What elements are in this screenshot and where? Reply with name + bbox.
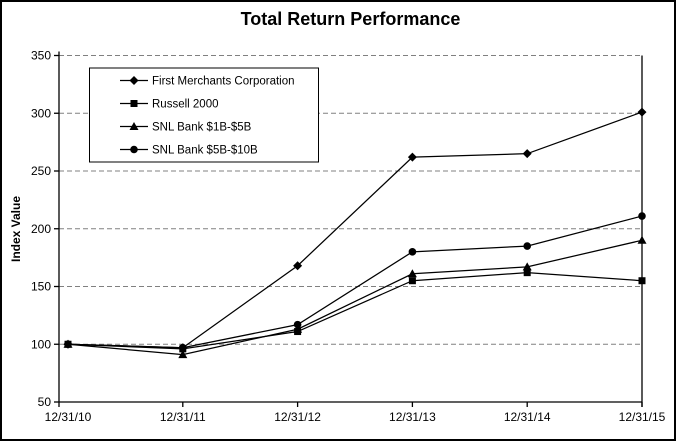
data-point-marker-diamond [637,107,647,117]
data-point-marker-square [408,277,416,285]
data-point-marker-circle [179,343,187,352]
series-line-3 [67,215,643,349]
legend-square-icon [130,100,138,107]
data-point-marker-diamond [522,149,532,159]
y-tick-label: 50 [38,395,52,409]
y-tick-label: 350 [31,49,51,63]
data-point-marker-diamond [293,261,303,271]
data-point-marker-triangle [178,350,188,359]
y-tick-label: 250 [31,164,51,178]
x-tick-label: 12/31/10 [45,410,92,424]
data-point-marker-triangle [293,324,303,333]
y-tick-label: 300 [31,106,51,120]
data-point-marker-square [638,277,646,285]
data-point-marker-circle [408,248,417,256]
x-tick-label: 12/31/15 [619,410,666,424]
legend-diamond-icon [129,76,139,85]
data-point-marker-circle [638,212,646,220]
legend-label: SNL Bank $5B-$10B [152,145,258,157]
series-line-2 [67,239,643,356]
legend-label: SNL Bank $1B-$5B [152,122,252,134]
series-line-1 [67,272,643,350]
y-tick-label: 100 [31,337,51,351]
data-point-marker-triangle [407,269,417,278]
data-point-marker-circle [523,242,531,250]
chart-title: Total Return Performance [240,9,461,29]
legend-label: Russell 2000 [152,99,218,111]
data-point-marker-triangle [522,262,532,271]
x-tick-label: 12/31/13 [389,410,436,424]
x-tick-label: 12/31/11 [160,410,206,424]
y-tick-label: 200 [31,222,51,236]
legend-circle-icon [130,145,138,154]
data-point-marker-circle [293,320,302,329]
data-point-marker-square [523,269,531,277]
data-point-marker-triangle [637,235,647,244]
data-point-marker-circle [64,340,72,349]
data-point-marker-diamond [407,152,417,162]
legend-label: First Merchants Corporation [152,76,295,88]
legend-box [89,67,319,163]
y-tick-label: 150 [31,280,51,294]
legend-triangle-icon [129,122,139,130]
x-tick-label: 12/31/12 [274,410,321,424]
x-tick-label: 12/31/14 [504,410,551,424]
